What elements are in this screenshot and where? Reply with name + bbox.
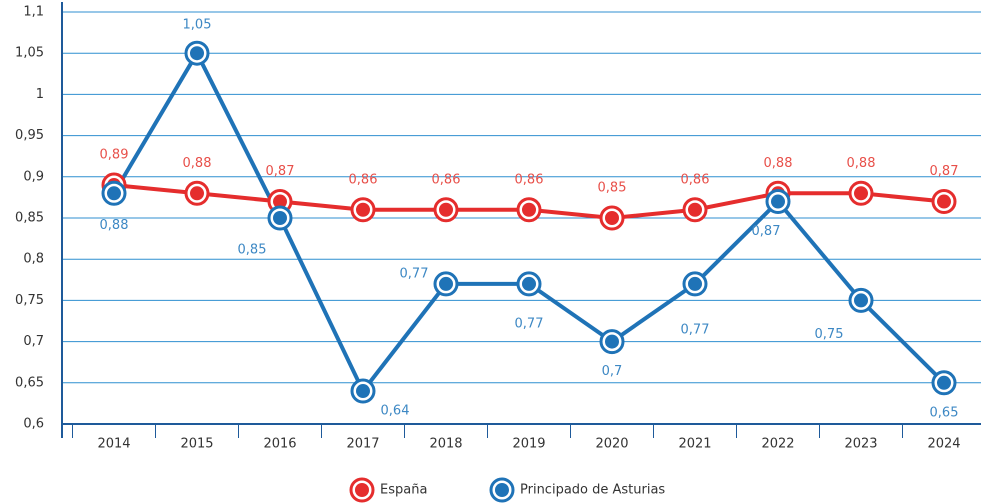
- data-label: 0,65: [930, 405, 959, 420]
- y-tick-label: 0,8: [23, 252, 44, 267]
- data-label: 0,86: [681, 172, 710, 187]
- x-tick-label: 2021: [678, 437, 711, 452]
- marker-dot: [605, 211, 619, 225]
- marker-dot: [356, 384, 370, 399]
- data-label: 0,77: [681, 322, 710, 337]
- marker-dot: [937, 194, 951, 209]
- marker-dot: [273, 211, 287, 225]
- data-label: 0,86: [349, 172, 378, 187]
- data-label: 0,85: [598, 181, 627, 196]
- marker-dot: [854, 186, 868, 201]
- legend-label: Principado de Asturias: [520, 483, 665, 498]
- marker-dot: [356, 202, 370, 217]
- data-label: 1,05: [183, 18, 212, 33]
- y-tick-label: 1: [36, 87, 44, 102]
- marker-dot: [688, 276, 702, 291]
- legend-label: España: [380, 483, 427, 498]
- legend-marker-dot: [355, 483, 369, 497]
- x-tick-label: 2023: [844, 437, 877, 452]
- y-tick-label: 0,65: [15, 375, 44, 390]
- x-tick-label: 2019: [512, 437, 545, 452]
- data-label: 0,87: [930, 164, 959, 179]
- marker-dot: [439, 202, 453, 217]
- marker-dot: [107, 186, 121, 201]
- x-tick-label: 2014: [97, 437, 130, 452]
- marker-dot: [937, 375, 951, 390]
- marker-dot: [854, 293, 868, 308]
- x-tick-label: 2017: [346, 437, 379, 452]
- data-label: 0,88: [183, 156, 212, 171]
- data-label: 0,85: [238, 243, 267, 258]
- marker-dot: [771, 194, 785, 209]
- x-tick-label: 2024: [927, 437, 960, 452]
- y-tick-label: 0,75: [15, 293, 44, 308]
- y-tick-label: 1,05: [15, 46, 44, 61]
- data-label: 0,77: [400, 266, 429, 281]
- data-label: 0,89: [100, 148, 129, 163]
- x-tick-label: 2016: [263, 437, 296, 452]
- marker-dot: [273, 194, 287, 209]
- y-tick-label: 1,1: [23, 5, 44, 20]
- data-label: 0,87: [752, 224, 781, 239]
- marker-dot: [522, 276, 536, 291]
- x-tick-label: 2018: [429, 437, 462, 452]
- x-tick-label: 2022: [761, 437, 794, 452]
- y-tick-label: 0,7: [23, 334, 44, 349]
- data-label: 0,77: [515, 316, 544, 331]
- data-label: 0,88: [847, 156, 876, 171]
- x-tick-label: 2020: [595, 437, 628, 452]
- data-label: 0,86: [432, 172, 461, 187]
- marker-dot: [522, 202, 536, 217]
- y-tick-label: 0,85: [15, 211, 44, 226]
- data-label: 0,88: [100, 218, 129, 233]
- marker-dot: [688, 202, 702, 217]
- marker-dot: [605, 334, 619, 349]
- data-label: 0,75: [815, 327, 844, 342]
- marker-dot: [439, 276, 453, 291]
- data-label: 0,88: [764, 156, 793, 171]
- data-label: 0,7: [602, 364, 623, 379]
- x-tick-label: 2015: [180, 437, 213, 452]
- y-tick-label: 0,9: [23, 169, 44, 184]
- data-label: 0,87: [266, 164, 295, 179]
- legend-marker-dot: [495, 483, 509, 497]
- marker-dot: [190, 186, 204, 201]
- data-label: 0,86: [515, 172, 544, 187]
- data-label: 0,64: [381, 404, 410, 419]
- y-tick-label: 0,6: [23, 417, 44, 432]
- marker-dot: [190, 46, 204, 61]
- y-tick-label: 0,95: [15, 128, 44, 143]
